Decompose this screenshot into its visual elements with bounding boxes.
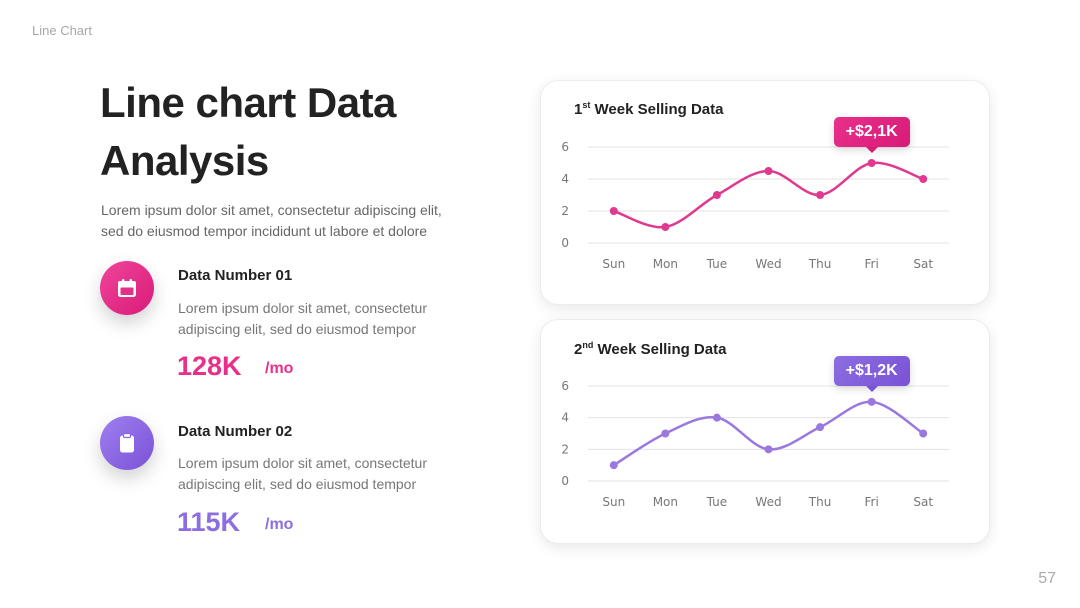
chart-2-y-tick-label: 4 <box>561 411 569 425</box>
item-1-description: Lorem ipsum dolor sit amet, consectetur … <box>178 298 478 340</box>
chart-card-2: 2nd Week Selling Data 0 2 4 6 Sun Mon Tue Wed Th… <box>540 319 990 544</box>
chart-2-data-point <box>712 413 721 422</box>
chart-2-data-point <box>867 397 876 406</box>
chart-1-y-tick-label: 4 <box>561 172 569 186</box>
chart-2-x-tick-label: Thu <box>808 495 832 509</box>
chart-2-title-text: Week Selling Data <box>593 341 727 358</box>
chart-2-callout: +$1,2K <box>833 356 910 392</box>
chart-2-series-line <box>612 400 925 467</box>
chart-1-x-tick-label: Tue <box>706 257 728 271</box>
page-title-line-1: Line chart Data <box>100 79 396 126</box>
chart-1-x-tick-label: Mon <box>653 257 678 271</box>
item-1-desc-line-1: Lorem ipsum dolor sit amet, consectetur <box>178 300 427 316</box>
chart-2-data-point <box>609 461 618 470</box>
chart-2-y-tick-label: 0 <box>561 474 569 488</box>
intro-line-1: Lorem ipsum dolor sit amet, consectetur … <box>101 202 442 218</box>
section-label: Line Chart <box>32 23 92 38</box>
item-1-value: 128K <box>177 351 242 381</box>
chart-1-x-tick-label: Sat <box>913 257 933 271</box>
chart-1-x-tick-label: Wed <box>755 257 781 271</box>
chart-2-x-tick-label: Fri <box>864 495 878 509</box>
chart-1-data-point <box>712 191 721 199</box>
clipboard-icon-badge <box>100 416 154 470</box>
chart-2-x-tick-label: Mon <box>653 495 678 509</box>
item-2-description: Lorem ipsum dolor sit amet, consectetur … <box>178 453 478 495</box>
chart-2-y-tick-label: 2 <box>561 442 569 456</box>
chart-1-title: 1st Week Selling Data <box>574 100 723 118</box>
chart-2-data-point <box>919 429 928 438</box>
chart-2-x-tick-label: Sat <box>913 495 933 509</box>
item-2-desc-line-1: Lorem ipsum dolor sit amet, consectetur <box>178 455 427 471</box>
chart-1-data-point <box>609 207 618 215</box>
chart-2-y-tick-label: 6 <box>561 379 569 393</box>
item-1-title: Data Number 01 <box>178 267 293 284</box>
chart-2-x-tick-label: Wed <box>755 495 781 509</box>
chart-1-title-text: Week Selling Data <box>590 101 724 118</box>
page-number: 57 <box>1038 570 1056 587</box>
chart-1-y-tick-label: 2 <box>561 204 569 218</box>
chart-1-data-point <box>816 191 825 199</box>
chart-1-data-point <box>919 175 928 183</box>
chart-2-title-suffix: nd <box>582 340 594 350</box>
item-2-title: Data Number 02 <box>178 423 293 440</box>
item-2-unit: /mo <box>265 516 294 533</box>
item-2-value: 115K <box>177 507 241 537</box>
chart-2-title-number: 2 <box>574 341 583 358</box>
chart-2-data-point <box>661 429 670 438</box>
chart-1-title-suffix: st <box>582 100 591 110</box>
chart-1-y-tick-label: 0 <box>561 236 569 250</box>
chart-1-x-tick-label: Fri <box>864 257 878 271</box>
intro-text: Lorem ipsum dolor sit amet, consectetur … <box>101 200 481 242</box>
chart-1-x-tick-label: Thu <box>808 257 832 271</box>
chart-1-title-number: 1 <box>574 101 583 118</box>
calendar-icon <box>118 279 136 297</box>
chart-1-plot: 0 2 4 6 Sun Mon Tue Wed Thu Fri Sat <box>561 140 949 271</box>
chart-1-data-point <box>867 159 876 167</box>
chart-1-callout: +$2,1K <box>833 117 910 153</box>
intro-line-2: sed do eiusmod tempor incididunt ut labo… <box>101 223 428 239</box>
chart-1-data-point <box>764 167 773 175</box>
page-title: Line chart Data Analysis <box>100 74 500 190</box>
chart-card-1: 1st Week Selling Data 0 2 4 6 Sun Mon Tue Wed Th… <box>540 80 990 305</box>
calendar-icon-badge <box>100 261 154 315</box>
chart-2-x-tick-label: Tue <box>706 495 728 509</box>
item-1-unit: /mo <box>265 360 294 377</box>
chart-2-x-tick-label: Sun <box>602 495 625 509</box>
chart-1-y-tick-label: 6 <box>561 140 569 154</box>
chart-1-x-tick-label: Sun <box>602 257 625 271</box>
clipboard-icon <box>120 432 134 453</box>
chart-2-title: 2nd Week Selling Data <box>574 340 726 358</box>
chart-2-data-point <box>816 423 825 432</box>
item-2-desc-line-2: adipiscing elit, sed do eiusmod tempor <box>178 476 417 492</box>
chart-2-plot: 0 2 4 6 Sun Mon Tue Wed Thu Fri Sat <box>561 379 949 509</box>
item-1-desc-line-2: adipiscing elit, sed do eiusmod tempor <box>178 321 417 337</box>
page-title-line-2: Analysis <box>100 137 269 184</box>
chart-1-data-point <box>661 223 670 231</box>
chart-2-data-point <box>764 445 773 454</box>
